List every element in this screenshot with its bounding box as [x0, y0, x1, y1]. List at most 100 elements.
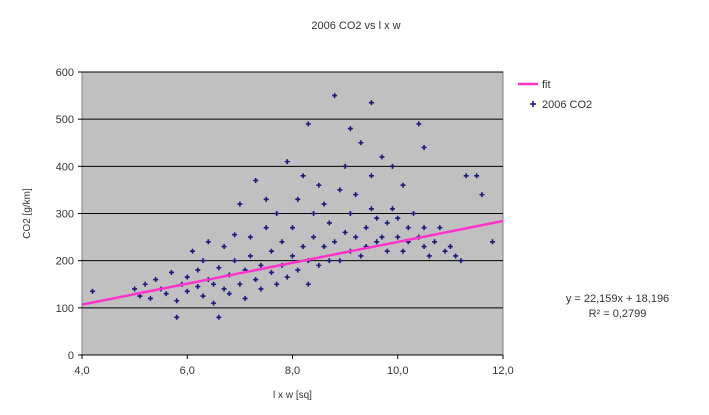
- data-point: [268, 248, 274, 254]
- data-point: [332, 239, 338, 245]
- data-point: [226, 291, 232, 297]
- data-point: [295, 196, 301, 202]
- data-point: [200, 258, 206, 264]
- data-point: [363, 225, 369, 231]
- data-point: [342, 163, 348, 169]
- data-point: [421, 144, 427, 150]
- data-point: [321, 244, 327, 250]
- data-point: [242, 295, 248, 301]
- data-point: [426, 253, 432, 259]
- data-point: [263, 196, 269, 202]
- data-point: [342, 229, 348, 235]
- equation-text: y = 22,159x + 18,196: [565, 293, 670, 305]
- x-tick-label: 10,0: [387, 365, 408, 377]
- data-point: [432, 239, 438, 245]
- data-point: [247, 253, 253, 259]
- data-point: [253, 177, 259, 183]
- data-point: [295, 267, 301, 273]
- data-point: [489, 239, 495, 245]
- x-axis-title: l x w [sq]: [273, 390, 312, 401]
- data-point: [358, 140, 364, 146]
- data-point: [374, 215, 380, 221]
- data-point: [216, 314, 222, 320]
- data-point: [311, 211, 317, 216]
- data-point: [211, 281, 217, 287]
- chart-title: 2006 CO2 vs l x w: [311, 20, 400, 32]
- data-point: [437, 225, 443, 231]
- x-axis-ticks: 4,0 6,0 8,0 10,0 12,0: [74, 355, 514, 377]
- data-point: [147, 295, 153, 301]
- data-point: [453, 253, 459, 259]
- data-point: [237, 281, 243, 287]
- data-point: [274, 211, 280, 216]
- data-point: [474, 173, 480, 179]
- data-point: [405, 225, 411, 231]
- data-point: [447, 244, 453, 250]
- trendline-equation: y = 22,159x + 18,196 R² = 0,2799: [530, 292, 705, 322]
- y-tick-label: 300: [56, 209, 74, 221]
- data-point: [290, 253, 295, 259]
- data-point: [368, 206, 374, 212]
- r-squared-text: R² = 0,2799: [588, 308, 647, 320]
- data-point: [195, 284, 201, 290]
- data-point: [395, 234, 401, 240]
- data-point: [332, 93, 338, 99]
- data-point: [384, 248, 390, 254]
- data-point: [374, 239, 380, 245]
- data-point: [221, 244, 227, 250]
- data-point: [442, 248, 448, 254]
- data-point: [258, 262, 264, 268]
- x-tick-label: 4,0: [74, 365, 89, 377]
- data-point: [463, 173, 469, 179]
- data-point: [421, 225, 427, 231]
- data-point: [395, 215, 401, 221]
- x-tick-label: 8,0: [285, 365, 300, 377]
- data-point: [300, 244, 306, 250]
- data-point: [421, 244, 427, 250]
- data-point: [263, 225, 269, 231]
- data-point: [205, 239, 211, 245]
- data-point: [311, 234, 317, 240]
- data-point: [216, 265, 222, 271]
- data-point: [258, 286, 264, 292]
- data-point: [458, 258, 464, 264]
- data-point: [153, 277, 159, 283]
- data-point: [347, 126, 353, 132]
- data-point: [379, 234, 385, 240]
- data-point: [237, 201, 243, 207]
- data-point: [132, 286, 138, 292]
- data-point: [337, 258, 343, 264]
- fit-line: [81, 219, 504, 306]
- data-point: [290, 225, 295, 231]
- data-point: [279, 239, 285, 245]
- data-point: [90, 288, 96, 294]
- data-point: [174, 314, 180, 320]
- data-point: [253, 277, 259, 283]
- data-point: [184, 288, 190, 294]
- data-point: [163, 291, 169, 297]
- data-point: [268, 269, 274, 275]
- y-tick-label: 0: [68, 350, 74, 362]
- data-point: [305, 281, 311, 287]
- data-point: [326, 220, 332, 226]
- data-point: [400, 182, 406, 188]
- data-point: [379, 154, 385, 160]
- data-point: [195, 267, 201, 273]
- data-point: [190, 248, 196, 254]
- data-point: [200, 293, 206, 299]
- gridlines: [82, 71, 503, 356]
- data-point: [168, 269, 174, 275]
- data-point: [411, 211, 417, 216]
- data-point: [211, 300, 217, 306]
- legend: fit 2006 CO2: [518, 79, 592, 111]
- y-tick-label: 400: [56, 161, 74, 173]
- data-point: [274, 281, 280, 287]
- data-point: [368, 100, 374, 106]
- data-point: [247, 234, 253, 240]
- data-point: [174, 298, 180, 304]
- y-tick-label: 500: [56, 114, 74, 126]
- data-point: [389, 206, 395, 212]
- data-point: [400, 248, 406, 254]
- data-point: [416, 121, 422, 127]
